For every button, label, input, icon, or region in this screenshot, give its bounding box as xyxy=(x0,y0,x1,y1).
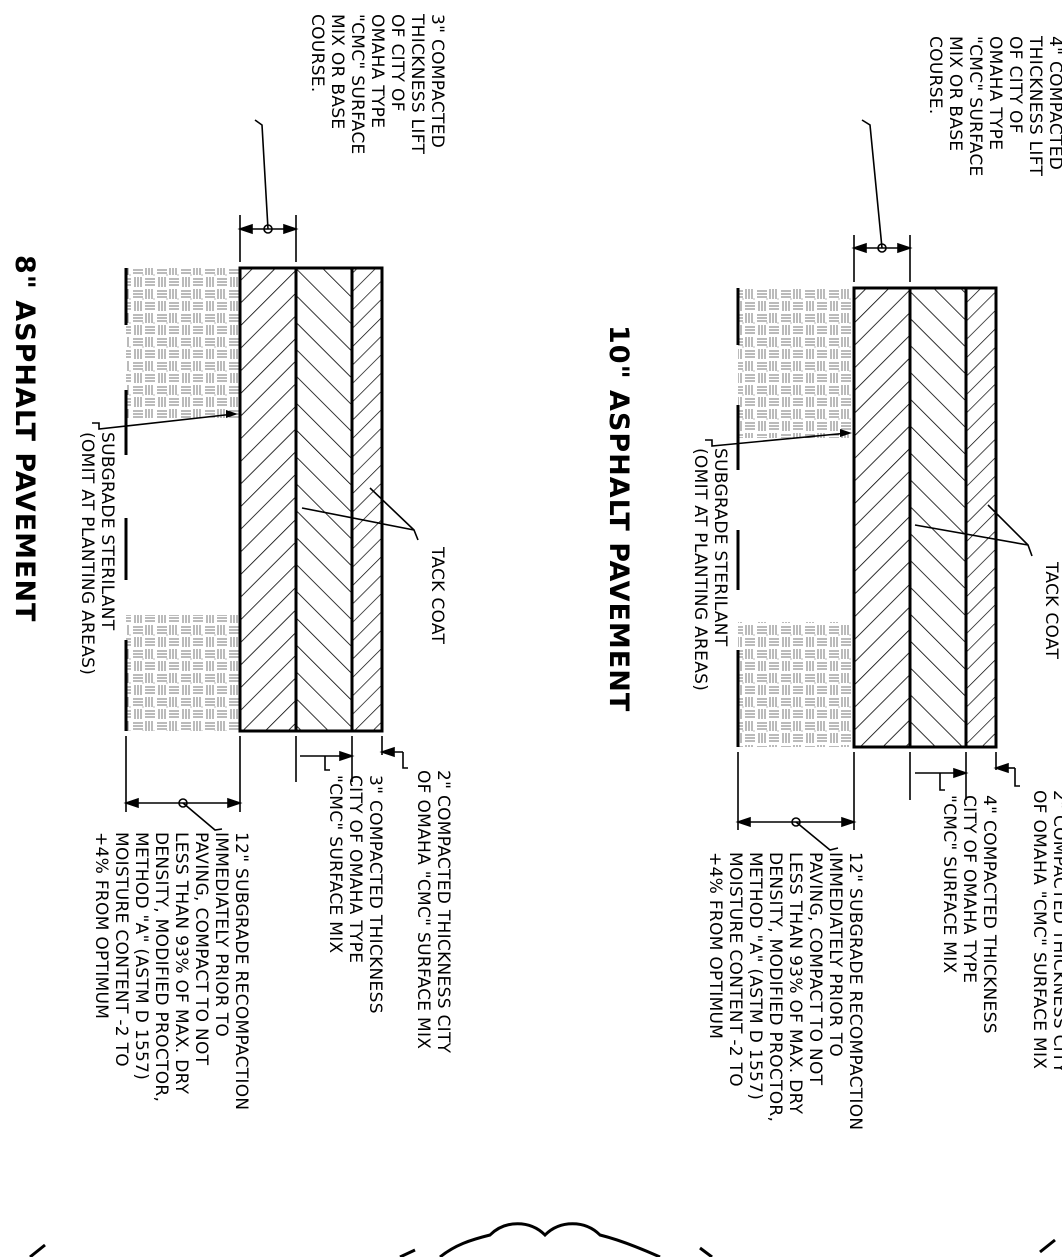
subgrade-soil-top xyxy=(126,268,240,418)
label-8in-sterilant: SUBGRADE STERILANT (OMIT AT PLANTING ARE… xyxy=(77,432,117,675)
lift-note-line-3: OF CITY OF xyxy=(1005,36,1025,134)
base-course-layer xyxy=(852,286,912,749)
middle-note-line-2: CITY OF OMAHA TYPE xyxy=(345,775,365,963)
label-10in-subgrade-note: 12" SUBGRADE RECOMPACTION IMMEDIATELY PR… xyxy=(705,852,865,1130)
subgrade-note-line-4: LESS THAN 93% OF MAX. DRY xyxy=(785,852,805,1115)
subgrade-note-line-4: LESS THAN 93% OF MAX. DRY xyxy=(171,832,191,1095)
subgrade-note-line-1: 12" SUBGRADE RECOMPACTION xyxy=(231,832,251,1110)
sterilant-leader xyxy=(705,429,852,447)
middle-course-layer xyxy=(908,286,968,749)
lift-note-line-4: OMAHA TYPE xyxy=(367,14,387,128)
surface-course-layer xyxy=(350,266,384,733)
subgrade-note-line-6: METHOD "A" (ASTM D 1557) xyxy=(745,852,765,1100)
lift-note-line-1: 4" COMPACTED xyxy=(1045,36,1062,170)
detail-8in: 3" COMPACTED THICKNESS LIFT OF CITY OF O… xyxy=(9,13,453,1110)
middle-note-line-1: 4" COMPACTED THICKNESS xyxy=(979,795,999,1034)
label-8in-subgrade-note: 12" SUBGRADE RECOMPACTION IMMEDIATELY PR… xyxy=(91,832,251,1110)
subgrade-note-line-8: +4% FROM OPTIMUM xyxy=(705,852,725,1039)
subgrade-note-line-6: METHOD "A" (ASTM D 1557) xyxy=(131,832,151,1080)
sterilant-note-line-1: SUBGRADE STERILANT xyxy=(710,448,730,647)
subgrade-note-line-2: IMMEDIATELY PRIOR TO xyxy=(825,852,845,1057)
base-course-layer xyxy=(238,266,298,733)
label-8in-title: 8" ASPHALT PAVEMENT xyxy=(9,255,40,622)
sterilant-note-line-2: (OMIT AT PLANTING AREAS) xyxy=(77,432,97,675)
lift-note-line-6: MIX OR BASE xyxy=(945,36,965,151)
tack-coat-label: TACK COAT xyxy=(427,546,447,644)
subgrade-note-line-3: PAVING, COMPACT TO NOT xyxy=(805,852,825,1086)
surface-note-line-1: 2" COMPACTED THICKNESS CITY xyxy=(433,770,453,1054)
lift-note-line-2: THICKNESS LIFT xyxy=(1025,35,1045,177)
label-10in-sterilant: SUBGRADE STERILANT (OMIT AT PLANTING ARE… xyxy=(690,448,730,691)
top-dimension xyxy=(851,119,913,282)
label-8in-tack-coat: TACK COAT xyxy=(427,546,447,644)
surface-note-line-2: OF OMAHA "CMC" SURFACE MIX xyxy=(413,770,433,1049)
subgrade-note-line-7: MOISTURE CONTENT -2 TO xyxy=(111,832,131,1067)
label-8in-middle-note: 3" COMPACTED THICKNESS CITY OF OMAHA TYP… xyxy=(325,775,385,1014)
middle-note-line-1: 3" COMPACTED THICKNESS xyxy=(365,775,385,1014)
lift-note-line-2: THICKNESS LIFT xyxy=(407,13,427,155)
break-line xyxy=(29,1222,1056,1257)
label-8in-surface-note: 2" COMPACTED THICKNESS CITY OF OMAHA "CM… xyxy=(413,770,453,1054)
label-10in-middle-note: 4" COMPACTED THICKNESS CITY OF OMAHA TYP… xyxy=(939,795,999,1034)
bottom-dimensions xyxy=(123,736,408,831)
surface-course-layer xyxy=(964,286,998,749)
label-10in-title: 10" ASPHALT PAVEMENT xyxy=(603,325,634,712)
tack-coat-leaders xyxy=(301,487,419,541)
lift-note-line-3: OF CITY OF xyxy=(387,14,407,112)
subgrade-note-line-5: DENSITY, MODIFIED PROCTOR, xyxy=(765,852,785,1122)
middle-note-line-2: CITY OF OMAHA TYPE xyxy=(959,795,979,983)
label-10in-surface-note: 2" COMPACTED THICKNESS CITY OF OMAHA "CM… xyxy=(1029,790,1062,1074)
lift-note-line-7: COURSE. xyxy=(925,36,945,115)
label-10in-tack-coat: TACK COAT xyxy=(1041,561,1061,659)
subgrade-note-line-1: 12" SUBGRADE RECOMPACTION xyxy=(845,852,865,1130)
label-8in-lift-note: 3" COMPACTED THICKNESS LIFT OF CITY OF O… xyxy=(307,13,447,155)
subgrade-soil-bottom xyxy=(738,622,854,747)
surface-note-line-1: 2" COMPACTED THICKNESS CITY xyxy=(1049,790,1062,1074)
subgrade-note-line-5: DENSITY, MODIFIED PROCTOR, xyxy=(151,832,171,1102)
middle-course-layer xyxy=(294,266,354,733)
detail-10in: 4" COMPACTED THICKNESS LIFT OF CITY OF O… xyxy=(603,35,1062,1130)
sterilant-leader xyxy=(92,410,238,430)
lift-note-line-5: "CMC" SURFACE xyxy=(965,36,985,177)
subgrade-soil-top xyxy=(738,288,854,438)
subgrade-note-line-8: +4% FROM OPTIMUM xyxy=(91,832,111,1019)
subgrade-note-line-3: PAVING, COMPACT TO NOT xyxy=(191,832,211,1066)
subgrade-soil-bottom xyxy=(126,615,240,731)
lift-note-line-1: 3" COMPACTED xyxy=(427,14,447,148)
tack-coat-label: TACK COAT xyxy=(1041,561,1061,659)
tack-coat-leaders xyxy=(914,504,1033,557)
subgrade-note-line-2: IMMEDIATELY PRIOR TO xyxy=(211,832,231,1037)
lift-note-line-4: OMAHA TYPE xyxy=(985,36,1005,150)
middle-note-line-3: "CMC" SURFACE MIX xyxy=(939,795,959,974)
sterilant-note-line-1: SUBGRADE STERILANT xyxy=(97,432,117,631)
label-10in-lift-note: 4" COMPACTED THICKNESS LIFT OF CITY OF O… xyxy=(925,35,1062,177)
bottom-dimensions xyxy=(735,752,1020,851)
lift-note-line-5: "CMC" SURFACE xyxy=(347,14,367,155)
top-dimension xyxy=(237,119,299,262)
detail-title: 10" ASPHALT PAVEMENT xyxy=(603,325,634,712)
subgrade-note-line-7: MOISTURE CONTENT -2 TO xyxy=(725,852,745,1087)
lift-note-line-6: MIX OR BASE xyxy=(327,14,347,129)
sterilant-note-line-2: (OMIT AT PLANTING AREAS) xyxy=(690,448,710,691)
detail-title: 8" ASPHALT PAVEMENT xyxy=(9,255,40,622)
surface-note-line-2: OF OMAHA "CMC" SURFACE MIX xyxy=(1029,790,1049,1069)
middle-note-line-3: "CMC" SURFACE MIX xyxy=(325,775,345,954)
lift-note-line-7: COURSE. xyxy=(307,14,327,93)
